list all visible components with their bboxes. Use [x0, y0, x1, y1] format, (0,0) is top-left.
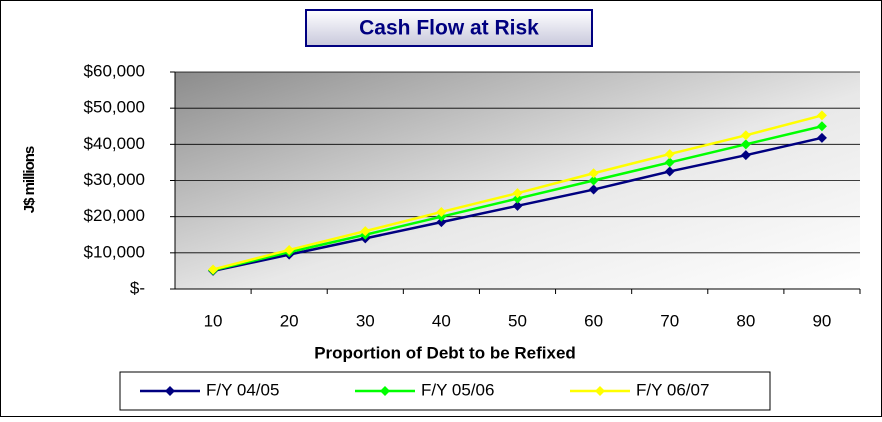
legend-box — [119, 371, 771, 411]
x-tick-label: 90 — [812, 311, 831, 330]
marker — [208, 264, 219, 275]
marker — [360, 226, 371, 237]
x-tick-label: 40 — [432, 311, 451, 330]
x-tick-label: 60 — [584, 311, 603, 330]
y-tick-label: $30,000 — [84, 170, 145, 189]
marker — [436, 206, 447, 217]
marker — [664, 157, 675, 168]
marker — [664, 166, 675, 177]
y-tick-label: $60,000 — [84, 61, 145, 80]
legend-marker — [595, 386, 605, 396]
y-axis-label: J$ millions — [21, 146, 38, 213]
legend-label: F/Y 06/07 — [636, 380, 709, 399]
marker — [436, 217, 447, 228]
marker — [512, 193, 523, 204]
legend-marker — [165, 386, 175, 396]
marker — [740, 139, 751, 150]
marker — [284, 244, 295, 255]
marker — [816, 132, 827, 143]
y-tick-label: $40,000 — [84, 134, 145, 153]
x-tick-label: 80 — [736, 311, 755, 330]
marker — [588, 175, 599, 186]
marker — [816, 121, 827, 132]
marker — [816, 110, 827, 121]
x-tick-label: 70 — [660, 311, 679, 330]
marker — [740, 130, 751, 141]
x-tick-label: 50 — [508, 311, 527, 330]
legend-label: F/Y 05/06 — [421, 380, 494, 399]
marker — [588, 168, 599, 179]
chart-title: Cash Flow at Risk — [359, 17, 539, 40]
x-tick-label: 20 — [280, 311, 299, 330]
legend-label: F/Y 04/05 — [206, 380, 279, 399]
marker — [512, 188, 523, 199]
title-box — [305, 9, 593, 47]
legend-marker — [380, 386, 390, 396]
y-tick-label: $20,000 — [84, 206, 145, 225]
marker — [588, 184, 599, 195]
x-tick-label: 10 — [204, 311, 223, 330]
y-tick-label: $50,000 — [84, 98, 145, 117]
marker — [664, 149, 675, 160]
y-tick-label: $10,000 — [84, 242, 145, 261]
marker — [740, 150, 751, 161]
y-tick-label: $- — [130, 278, 145, 297]
x-axis-label: Proportion of Debt to be Refixed — [314, 343, 576, 362]
x-tick-label: 30 — [356, 311, 375, 330]
marker — [512, 200, 523, 211]
